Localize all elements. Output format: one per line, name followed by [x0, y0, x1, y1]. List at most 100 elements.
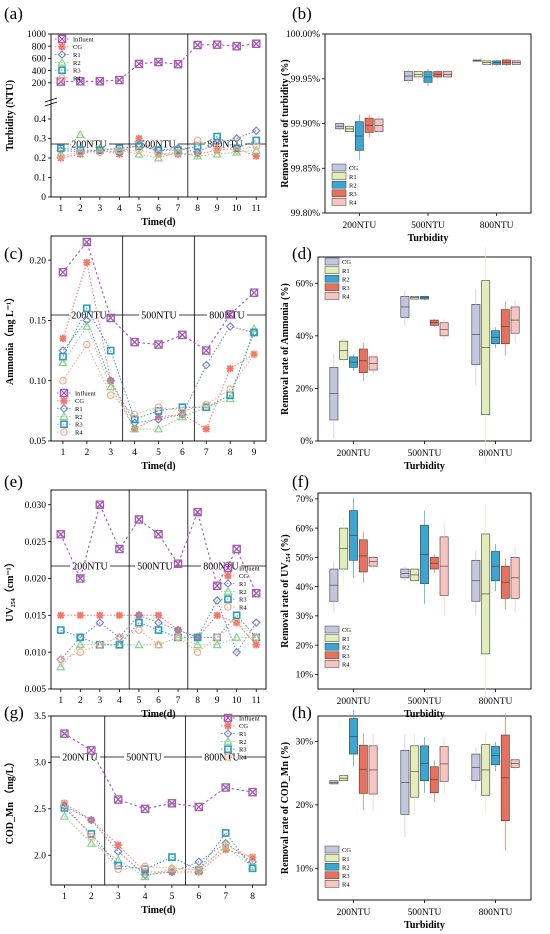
axis-break [44, 97, 58, 107]
marker-r3 [87, 830, 96, 838]
marker-r4 [252, 633, 261, 642]
y-tick-label: 20% [296, 641, 314, 651]
marker-r3 [59, 352, 67, 361]
marker-r4 [193, 136, 202, 145]
x-tick-label: 11 [252, 204, 261, 214]
marker-r1 [113, 847, 123, 857]
marker-influent [56, 529, 66, 539]
x-tick-label: 3 [108, 448, 113, 458]
y-tick-label: 0.10 [29, 377, 46, 387]
marker-r3 [60, 420, 68, 429]
marker-influent-x [178, 330, 187, 339]
legend-label: R3 [239, 597, 247, 604]
legend-label: R3 [73, 68, 81, 75]
legend-label: Influent [73, 36, 94, 43]
marker-r4 [135, 146, 143, 154]
x-tick-label: 6 [180, 448, 185, 458]
marker-r2 [75, 129, 85, 139]
x-tick-label: 7 [204, 448, 209, 458]
marker-cg [224, 722, 232, 730]
legend-swatch [324, 642, 340, 651]
marker-r2 [59, 411, 69, 420]
marker-r2 [251, 145, 261, 154]
legend-label: R1 [342, 268, 350, 275]
x-tick-label: 200NTU [337, 449, 371, 459]
marker-r2 [58, 357, 68, 367]
y-axis-title: Removal rate of COD_Mn (%) [280, 742, 291, 874]
plot-frame [317, 256, 532, 442]
legend-label: CG [239, 573, 248, 580]
marker-influent-x [252, 39, 261, 48]
y-tick-label: 99.90% [291, 120, 320, 130]
marker-r1 [225, 321, 235, 331]
marker-r4 [178, 407, 187, 415]
marker-r3 [56, 144, 65, 153]
marker-r4 [76, 648, 85, 656]
series-r4 [56, 618, 261, 664]
legend-label: R4 [73, 75, 81, 82]
marker-r4 [96, 640, 104, 649]
legend-swatch [331, 198, 347, 206]
marker-influent [193, 40, 202, 50]
marker-influent-x [213, 581, 222, 590]
marker-r1 [140, 870, 150, 880]
marker-influent [130, 337, 139, 347]
marker-influent-x [154, 340, 163, 349]
y-tick-label: 800 [32, 42, 47, 52]
x-tick-label: 11 [252, 696, 261, 706]
marker-r4 [87, 832, 96, 841]
marker-influent [115, 75, 124, 85]
x-tick-label: 10 [232, 696, 242, 706]
marker-influent [95, 500, 105, 509]
series-line [60, 139, 257, 157]
y-tick-label: 0.020 [25, 575, 47, 585]
marker-influent-x [57, 34, 67, 44]
x-tick-label: 10 [232, 204, 242, 214]
marker-influent [251, 39, 261, 49]
marker-r4 [195, 866, 203, 874]
legend-swatch [324, 854, 340, 862]
x-tick-label: 5 [137, 204, 142, 214]
marker-influent [154, 57, 163, 67]
marker-influent [58, 267, 68, 277]
marker-r2 [177, 412, 188, 421]
legend-label: R4 [239, 604, 247, 611]
marker-r4 [168, 864, 176, 873]
y-tick-label: 60% [296, 524, 314, 534]
legend-label: R2 [73, 60, 81, 67]
legend-swatch [331, 172, 347, 180]
y-tick-label: 400 [32, 67, 47, 77]
y-tick-label: 0.3 [34, 135, 46, 145]
series-r3 [60, 804, 257, 875]
marker-r3 [168, 853, 176, 862]
legend-label: R3 [239, 747, 247, 754]
series-influent [56, 500, 261, 598]
marker-influent-x [106, 313, 115, 323]
marker-r3 [135, 618, 143, 627]
y-tick-label: 0 [41, 193, 46, 203]
marker-influent-x [56, 530, 65, 539]
condition-label: 500NTU [126, 753, 162, 764]
y-axis-title: Ammonia（mg L⁻¹） [3, 292, 16, 385]
legend-label: R4 [342, 882, 350, 889]
x-axis-title: Time(d) [141, 905, 175, 916]
marker-cg [250, 350, 258, 358]
marker-r2 [57, 57, 67, 66]
marker-r4 [250, 350, 258, 358]
panel-f: 70% 60% 50% 40% 30% 20% 10% 200NTU 500NTU 800NTU T… [280, 472, 532, 720]
legend-label: R2 [239, 739, 247, 746]
marker-cg [226, 365, 234, 373]
legend-label: CG [342, 847, 351, 854]
x-tick-label: 3 [116, 892, 121, 902]
legend-label: R2 [349, 182, 357, 189]
marker-cg [252, 152, 260, 160]
series-line [60, 614, 257, 646]
marker-r2 [221, 842, 231, 851]
marker-influent-x [167, 799, 176, 808]
marker-cg [57, 611, 65, 619]
condition-label: 500NTU [137, 562, 173, 573]
